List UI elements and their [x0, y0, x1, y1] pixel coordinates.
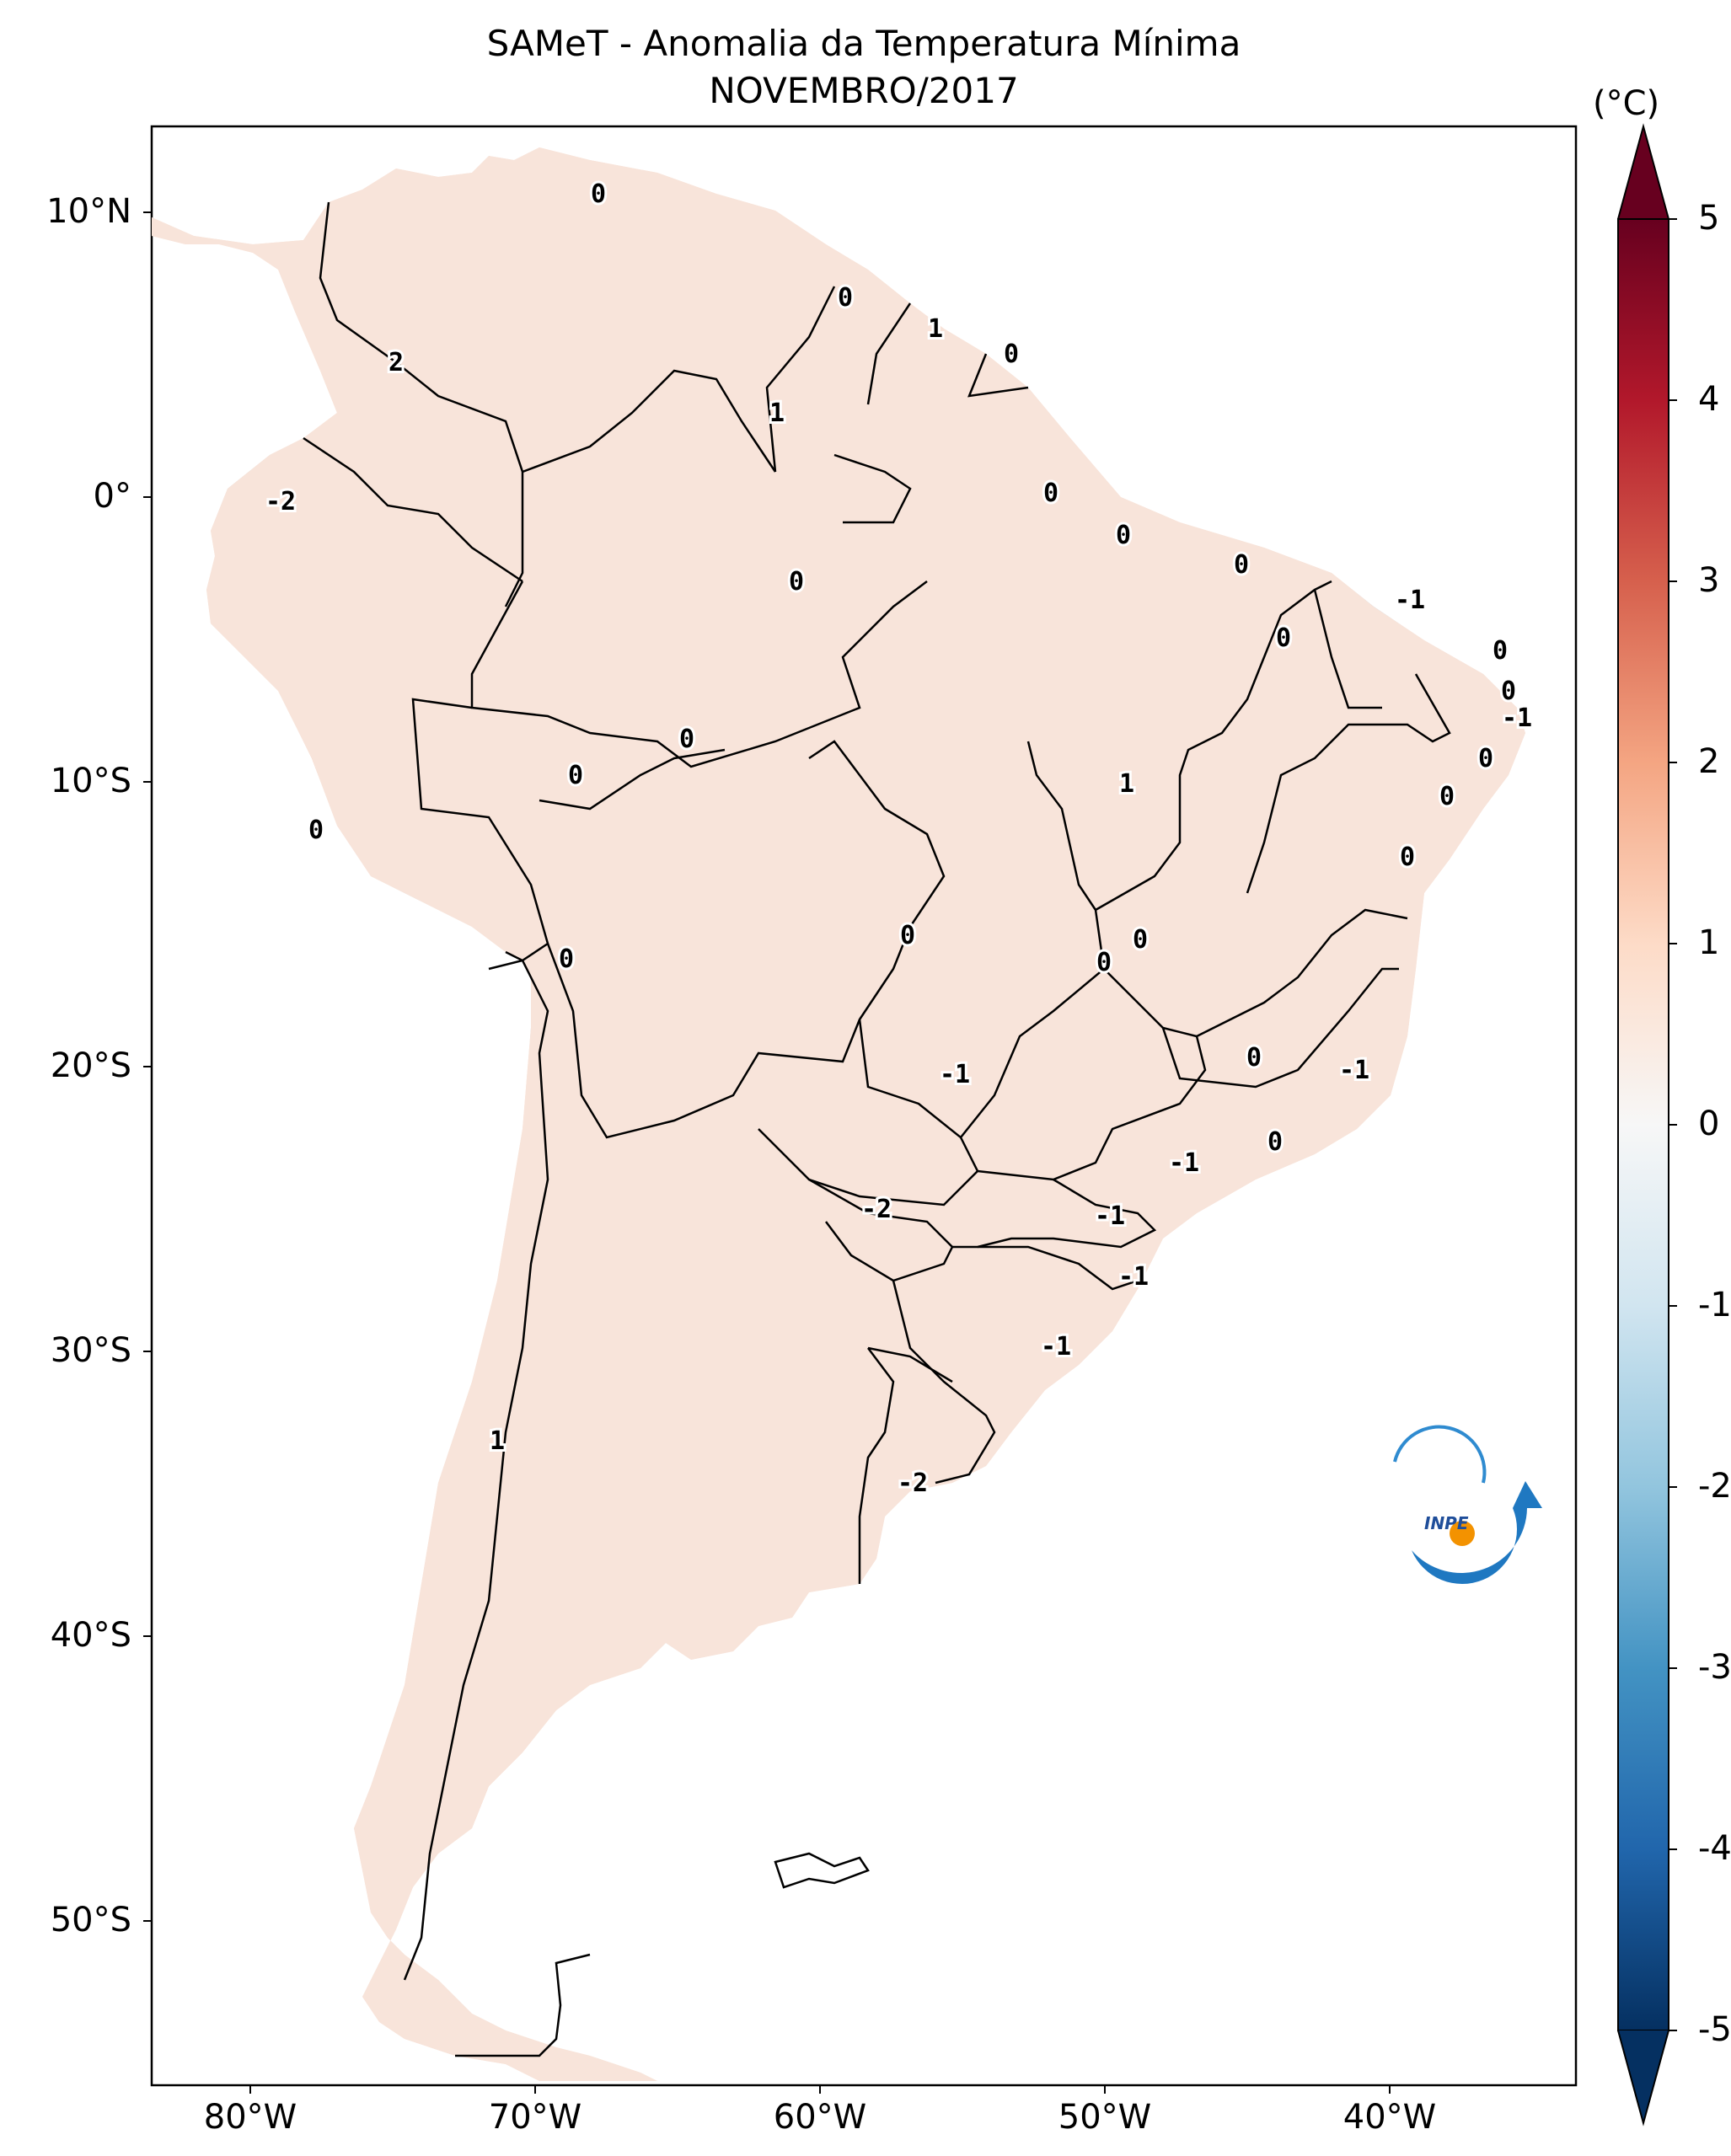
contour-label: 1 [1119, 769, 1134, 799]
contour-label: 0 [1478, 744, 1493, 773]
colorbar-tick: -3 [1698, 1648, 1731, 1687]
contour-label: 0 [568, 761, 583, 790]
contour-label: 2 [389, 348, 404, 377]
colorbar-tick: 5 [1698, 199, 1720, 238]
south-america-land: 0 0 1 0 2 1 -2 0 0 0 0 -1 0 0 0 -1 0 1 0… [152, 146, 1542, 2083]
lat-label: 20°S [50, 1046, 131, 1085]
contour-label: 0 [308, 816, 324, 845]
colorbar-tick: 3 [1698, 561, 1720, 600]
contour-label: -2 [265, 487, 296, 516]
contour-label: -1 [1395, 586, 1425, 615]
contour-label: -2 [861, 1195, 892, 1224]
country-borders [303, 201, 1451, 2057]
contour-label: 0 [1493, 636, 1508, 666]
lat-label: 40°S [50, 1616, 131, 1655]
contour-label: 0 [1043, 479, 1058, 508]
colorbar-tick: -4 [1698, 1829, 1731, 1868]
colorbar-unit: (°C) [1593, 84, 1660, 123]
colorbar-tick: -5 [1698, 2010, 1731, 2049]
contour-label: 0 [789, 567, 804, 597]
lat-label: 0° [93, 477, 131, 516]
colorbar-tick: 0 [1698, 1105, 1720, 1143]
contour-label: -1 [1502, 704, 1532, 733]
contour-label: 0 [679, 725, 694, 754]
lat-label: 50°S [50, 1901, 131, 1939]
contour-label: 0 [1133, 925, 1148, 955]
lon-label: 50°W [1058, 2098, 1152, 2137]
colorbar-tick: 4 [1698, 380, 1720, 419]
lat-label: 10°S [50, 762, 131, 800]
contour-label: 0 [591, 179, 606, 209]
contour-label: 0 [1276, 623, 1291, 653]
contour-label: 0 [1501, 677, 1516, 706]
contour-label: 0 [1096, 948, 1112, 977]
colorbar-tick: 1 [1698, 923, 1720, 962]
lon-label: 80°W [203, 2098, 297, 2137]
contour-label: 0 [559, 944, 574, 974]
contour-label: -1 [1095, 1201, 1125, 1231]
lat-label: 10°N [46, 192, 131, 231]
colorbar-scale [1617, 218, 1669, 2031]
contour-label: 1 [490, 1426, 505, 1456]
lat-label: 30°S [50, 1331, 131, 1370]
contour-label: 0 [900, 921, 915, 950]
contour-label: 0 [838, 283, 853, 313]
map-title: SAMeT - Anomalia da Temperatura Mínima [486, 23, 1241, 64]
map-subtitle: NOVEMBRO/2017 [709, 70, 1019, 111]
colorbar-tick: 2 [1698, 742, 1720, 781]
contour-label: -2 [898, 1469, 928, 1498]
contour-label: 1 [769, 399, 785, 428]
contour-label: 0 [1234, 550, 1249, 580]
contour-label: 0 [1267, 1127, 1283, 1157]
contour-label: -1 [1169, 1148, 1199, 1178]
contour-label: 0 [1246, 1043, 1262, 1073]
lon-label: 40°W [1342, 2098, 1437, 2137]
contour-label: -1 [1339, 1056, 1369, 1085]
colorbar-min-arrow [1618, 2030, 1669, 2123]
contour-label: -1 [1041, 1332, 1071, 1362]
contour-label: 0 [1439, 782, 1455, 811]
contour-labels: 0 0 1 0 2 1 -2 0 0 0 0 -1 0 0 0 -1 0 1 0… [263, 177, 1535, 1501]
lon-label: 60°W [773, 2098, 867, 2137]
colorbar-tick: -2 [1698, 1467, 1731, 1506]
contour-label: -1 [1118, 1262, 1149, 1292]
axis-ticks [143, 211, 1391, 2094]
contour-label: 1 [928, 314, 943, 344]
lon-label: 70°W [488, 2098, 582, 2137]
colorbar [1617, 123, 1677, 2127]
falkland-islands [774, 1852, 870, 1889]
contour-label: -1 [940, 1060, 970, 1089]
contour-label: 0 [1004, 340, 1019, 369]
inpe-logo-text: INPE [1424, 1513, 1469, 1533]
colorbar-max-arrow [1618, 126, 1669, 219]
contour-label: 0 [1400, 843, 1415, 872]
inpe-logo: INPE [1393, 1425, 1542, 1584]
contour-label: 0 [1116, 521, 1131, 550]
colorbar-tick: -1 [1698, 1286, 1731, 1324]
